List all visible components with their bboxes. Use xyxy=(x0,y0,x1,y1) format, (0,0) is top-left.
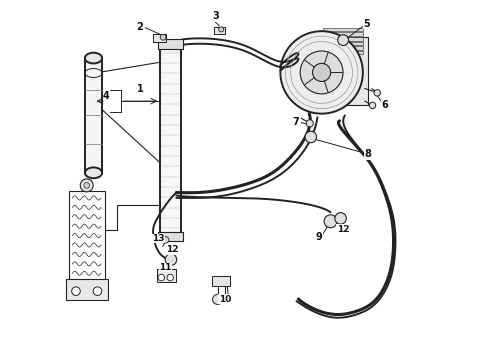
Text: 4: 4 xyxy=(103,91,110,101)
Circle shape xyxy=(373,90,380,96)
Circle shape xyxy=(165,254,176,265)
Circle shape xyxy=(160,35,165,40)
Bar xyxy=(153,34,165,42)
Text: 7: 7 xyxy=(292,117,299,127)
Text: 11: 11 xyxy=(159,263,171,272)
Bar xyxy=(158,39,183,49)
Bar xyxy=(323,51,362,54)
Circle shape xyxy=(334,213,346,224)
Text: 13: 13 xyxy=(152,234,164,243)
Bar xyxy=(321,37,367,105)
Bar xyxy=(160,47,181,234)
Text: 12: 12 xyxy=(166,246,179,255)
Circle shape xyxy=(158,274,164,281)
Bar xyxy=(69,191,104,280)
Ellipse shape xyxy=(85,53,102,63)
Bar xyxy=(323,28,362,31)
Text: 3: 3 xyxy=(212,12,219,22)
Bar xyxy=(323,32,362,36)
Bar xyxy=(323,37,362,41)
Circle shape xyxy=(93,287,102,296)
Bar xyxy=(323,46,362,50)
Text: 6: 6 xyxy=(381,100,387,110)
Circle shape xyxy=(212,294,222,305)
Circle shape xyxy=(312,63,330,81)
Circle shape xyxy=(300,51,343,94)
Circle shape xyxy=(83,183,89,188)
Circle shape xyxy=(167,274,173,281)
Circle shape xyxy=(80,179,93,192)
Circle shape xyxy=(218,27,223,32)
Text: 9: 9 xyxy=(315,232,322,242)
Bar xyxy=(323,41,362,45)
Bar xyxy=(66,279,107,300)
Bar xyxy=(212,276,230,286)
Circle shape xyxy=(368,102,375,109)
Bar xyxy=(85,58,102,173)
Circle shape xyxy=(305,131,316,143)
Circle shape xyxy=(324,215,336,228)
Circle shape xyxy=(72,287,80,296)
Bar xyxy=(158,232,183,241)
Circle shape xyxy=(305,120,313,127)
Text: 12: 12 xyxy=(336,225,348,234)
Ellipse shape xyxy=(85,167,102,178)
Circle shape xyxy=(221,296,228,303)
Text: 8: 8 xyxy=(364,149,371,159)
Text: 1: 1 xyxy=(137,84,143,94)
Bar xyxy=(156,269,176,282)
Circle shape xyxy=(337,35,348,45)
Text: 5: 5 xyxy=(362,19,369,29)
Text: 10: 10 xyxy=(218,294,230,303)
Circle shape xyxy=(162,237,168,243)
Bar xyxy=(214,27,224,34)
Circle shape xyxy=(280,31,362,114)
Text: 2: 2 xyxy=(136,22,143,32)
